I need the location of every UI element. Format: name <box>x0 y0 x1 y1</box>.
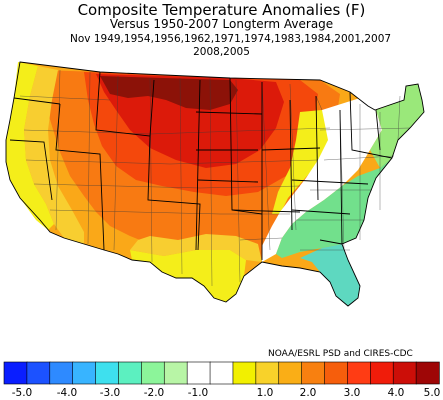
color-scale-label: -2.0 <box>144 387 165 399</box>
map-title: Composite Temperature Anomalies (F) <box>77 1 366 19</box>
division-boundaries <box>19 69 411 287</box>
color-swatch <box>255 361 280 385</box>
color-scale-label: 1.0 <box>257 387 274 399</box>
color-scale-labels: -5.0 -4.0 -3.0 -2.0 -1.0 1.0 2.0 3.0 4.0 5.0 <box>12 387 441 399</box>
color-scale-label: -1.0 <box>188 387 209 399</box>
color-swatch <box>3 361 28 385</box>
region-darkred <box>100 76 238 110</box>
color-swatch <box>324 361 349 385</box>
color-swatch <box>72 361 97 385</box>
color-scale-label: -5.0 <box>12 387 33 399</box>
color-swatch <box>370 361 394 385</box>
us-anomaly-map <box>5 61 425 307</box>
color-swatch <box>392 361 417 385</box>
color-swatch <box>163 361 188 385</box>
color-scale-label: 4.0 <box>388 387 405 399</box>
color-scale-label: 2.0 <box>300 387 317 399</box>
state-boundaries <box>5 61 425 307</box>
composite-years-line2: 2008,2005 <box>193 46 250 58</box>
color-swatch <box>347 361 372 385</box>
region-yellow-south <box>130 250 246 302</box>
region-green-se <box>276 158 392 258</box>
map-subtitle: Versus 1950-2007 Longterm Average <box>109 17 334 31</box>
color-swatch <box>209 361 234 385</box>
color-scale-label: -4.0 <box>57 387 78 399</box>
data-credit: NOAA/ESRL PSD and CIRES-CDC <box>268 349 413 359</box>
region-gold-west <box>24 66 84 244</box>
color-swatch <box>26 361 51 385</box>
region-yellow-lakes <box>272 110 330 214</box>
composite-years-line1: Nov 1949,1954,1956,1962,1971,1974,1983,1… <box>70 33 392 45</box>
color-scale-label: -3.0 <box>100 387 121 399</box>
color-swatch <box>141 361 165 385</box>
color-swatches <box>3 361 440 385</box>
color-swatch <box>415 361 440 385</box>
color-swatch <box>118 361 143 385</box>
color-scale-label: 3.0 <box>344 387 361 399</box>
region-lightgreen-ne <box>370 84 424 168</box>
color-swatch <box>186 361 211 385</box>
color-swatch <box>232 361 257 385</box>
color-scale-label: 5.0 <box>424 387 441 399</box>
region-red <box>96 74 284 168</box>
region-teal-florida <box>300 244 360 306</box>
color-swatch <box>278 361 303 385</box>
color-swatch <box>49 361 74 385</box>
region-yellow-west <box>6 62 54 230</box>
color-scale-bar: -5.0 -4.0 -3.0 -2.0 -1.0 1.0 2.0 3.0 4.0 5.0 <box>3 361 441 399</box>
color-swatch <box>301 361 326 385</box>
color-swatch <box>95 361 120 385</box>
